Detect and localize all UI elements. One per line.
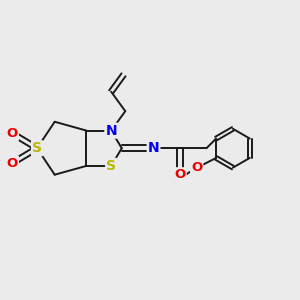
Text: O: O xyxy=(174,168,186,181)
Text: S: S xyxy=(106,159,116,173)
Text: N: N xyxy=(148,141,159,155)
Text: O: O xyxy=(7,157,18,169)
Text: O: O xyxy=(7,127,18,140)
Text: N: N xyxy=(105,124,117,138)
Text: O: O xyxy=(191,161,202,174)
Text: S: S xyxy=(32,141,42,155)
